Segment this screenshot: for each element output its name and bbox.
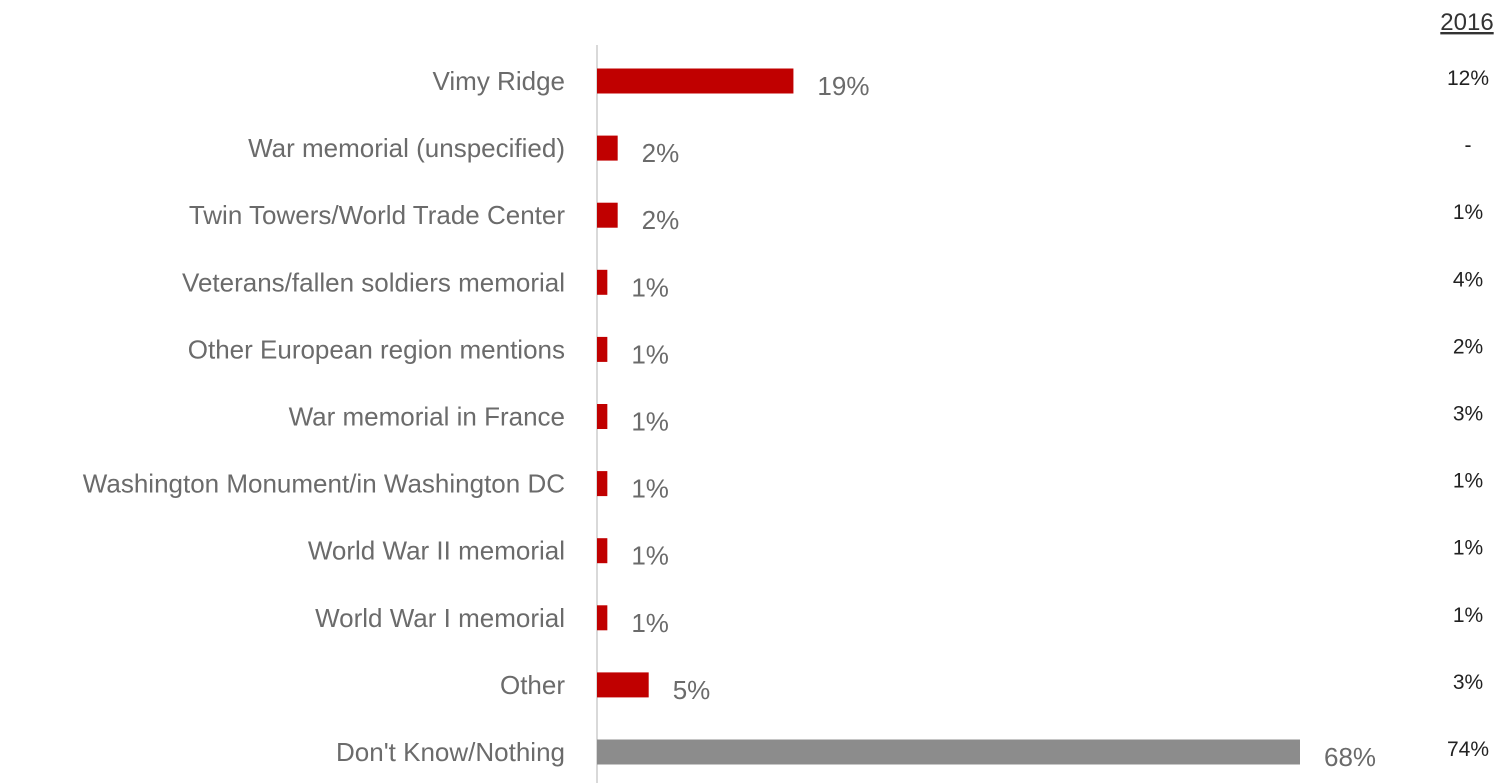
comparison-label: 2%: [1453, 335, 1483, 358]
bar: [597, 605, 608, 631]
bar: [597, 538, 608, 564]
category-label: Don't Know/Nothing: [336, 737, 565, 767]
comparison-header: 2016: [1440, 9, 1493, 36]
data-label: 1%: [631, 474, 669, 504]
comparison-label: 4%: [1453, 268, 1483, 291]
data-label: 68%: [1324, 742, 1376, 772]
category-label: War memorial in France: [289, 402, 565, 432]
data-label: 1%: [631, 339, 669, 369]
category-label: World War I memorial: [315, 603, 565, 633]
data-label: 1%: [631, 608, 669, 638]
data-label: 2%: [642, 205, 680, 235]
bar: [597, 135, 618, 161]
comparison-label: 1%: [1453, 537, 1483, 560]
bar: [597, 336, 608, 362]
data-label: 1%: [631, 272, 669, 302]
data-label: 19%: [817, 71, 869, 101]
bar: [597, 202, 618, 228]
category-label: Washington Monument/in Washington DC: [83, 469, 565, 499]
bar: [597, 471, 608, 497]
comparison-label: 74%: [1447, 738, 1489, 761]
category-label: Other European region mentions: [188, 334, 565, 364]
bar: [597, 68, 794, 94]
category-label: Veterans/fallen soldiers memorial: [182, 267, 565, 297]
category-label: Vimy Ridge: [433, 66, 565, 96]
category-label: War memorial (unspecified): [248, 133, 565, 163]
data-label: 2%: [642, 138, 680, 168]
comparison-label: 1%: [1453, 470, 1483, 493]
data-label: 1%: [631, 541, 669, 571]
comparison-label: 3%: [1453, 403, 1483, 426]
comparison-label: 1%: [1453, 201, 1483, 224]
category-label: Other: [500, 670, 565, 700]
data-label: 1%: [631, 407, 669, 437]
bar: [597, 404, 608, 429]
comparison-label: 1%: [1453, 604, 1483, 627]
category-label: Twin Towers/World Trade Center: [189, 200, 566, 230]
comparison-label: 12%: [1447, 67, 1489, 90]
comparison-label: 3%: [1453, 671, 1483, 694]
category-label: World War II memorial: [308, 536, 565, 566]
data-label: 5%: [673, 675, 711, 705]
bar: [597, 739, 1300, 765]
bar: [597, 269, 608, 295]
bar: [597, 672, 649, 698]
comparison-label: -: [1465, 134, 1472, 157]
